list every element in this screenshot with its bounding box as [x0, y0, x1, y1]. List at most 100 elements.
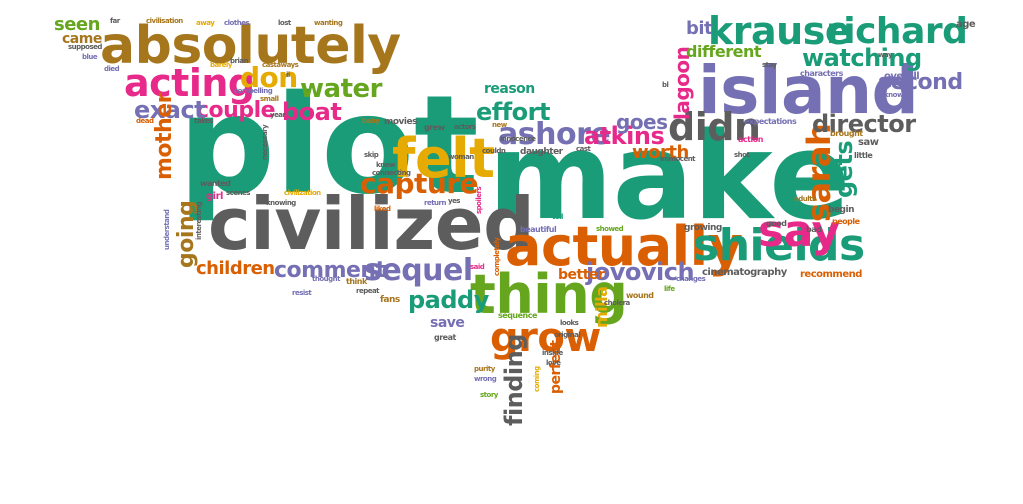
- word-liked: liked: [374, 205, 391, 213]
- word-krause: krause: [708, 9, 851, 53]
- word-original: original: [554, 331, 581, 339]
- word-knew: knew: [376, 161, 395, 169]
- word-ii: ii: [286, 71, 290, 79]
- word-wanting: wanting: [314, 19, 343, 27]
- word-cholera: cholera: [604, 299, 630, 307]
- word-people: people: [832, 217, 860, 226]
- word-couldn: couldn: [482, 147, 506, 155]
- word-age: age: [956, 19, 976, 30]
- word-stay: stay: [762, 61, 777, 69]
- word-bit: bit: [686, 18, 713, 39]
- word-milla: milla: [592, 286, 611, 328]
- word-shields: shields: [693, 220, 865, 271]
- word-director: director: [812, 110, 916, 138]
- word-growing: growing: [684, 223, 722, 233]
- word-overall: overall: [884, 71, 920, 82]
- word-better: better: [558, 267, 605, 283]
- word-clothes: clothes: [224, 19, 250, 27]
- word-died: died: [104, 65, 120, 73]
- word-blue: blue: [82, 53, 98, 61]
- word-way: way: [878, 51, 893, 59]
- word-love: love: [546, 359, 561, 367]
- word-recommend: recommend: [800, 269, 862, 280]
- word-scenes: scenes: [226, 189, 250, 197]
- word-effort: effort: [476, 98, 550, 126]
- word-barely: barely: [210, 61, 232, 69]
- word-girl: girl: [206, 191, 223, 202]
- word-worth: worth: [632, 142, 689, 163]
- word-daughter: daughter: [520, 147, 563, 157]
- word-renewed: renewed: [882, 81, 913, 89]
- word-second: second: [878, 70, 963, 95]
- word-brian: brian: [230, 57, 249, 65]
- word-paddy: paddy: [408, 286, 489, 314]
- word-island: island: [698, 52, 919, 129]
- word-necessary: necessary: [261, 124, 269, 160]
- word-lost: lost: [278, 19, 291, 27]
- word-compelling: compelling: [234, 87, 273, 95]
- word-small: small: [260, 95, 279, 103]
- word-action: action: [738, 135, 763, 144]
- word-skip: skip: [364, 151, 379, 159]
- word-baby: baby: [362, 117, 380, 125]
- word-know: know: [884, 91, 903, 99]
- word-saw: saw: [858, 137, 879, 148]
- word-good: good: [766, 219, 787, 228]
- word-civilisation: civilisation: [146, 17, 183, 25]
- word-immocent: immocent: [660, 155, 696, 163]
- word-exact: exact: [134, 96, 206, 124]
- word-don: don: [240, 61, 298, 94]
- word-movies: movies: [384, 117, 417, 127]
- word-takes: takes: [194, 117, 213, 125]
- word-wrong: wrong: [474, 375, 497, 383]
- word-didn: didn: [668, 105, 761, 149]
- word-finding: finding: [500, 334, 528, 426]
- word-brought: brought: [830, 129, 863, 138]
- word-year: year: [270, 111, 286, 119]
- word-return: return: [424, 199, 446, 207]
- word-adults: adults: [794, 195, 816, 203]
- word-new: new: [492, 121, 507, 129]
- word-came: came: [62, 31, 102, 47]
- word-capture: capture: [360, 167, 479, 200]
- word-completely: completely: [493, 237, 501, 276]
- word-richard: richard: [826, 11, 968, 52]
- word-actors: actors: [454, 123, 476, 131]
- word-dead: dead: [136, 117, 154, 125]
- word-interesting: interesting: [195, 201, 203, 240]
- word-showed: showed: [596, 225, 624, 233]
- word-supposed: supposed: [68, 43, 102, 51]
- word-watching: watching: [802, 44, 922, 72]
- word-innocence: innocence: [500, 135, 536, 143]
- word-repeat: repeat: [356, 287, 380, 295]
- word-spoilers: spoilers: [475, 186, 483, 214]
- word-castaways: castaways: [262, 61, 299, 69]
- word-mother: mother: [152, 93, 177, 180]
- word-changes: changes: [676, 275, 706, 283]
- word-plot: plot: [178, 67, 479, 225]
- word-sequel: sequel: [364, 253, 473, 288]
- word-bl: bl: [662, 81, 669, 89]
- word-life: life: [664, 285, 675, 293]
- word-purity: purity: [474, 365, 495, 373]
- word-absolutely: absolutely: [100, 16, 401, 76]
- word-water: water: [300, 74, 382, 104]
- word-characters: characters: [800, 69, 843, 78]
- word-thing: thing: [470, 263, 628, 326]
- word-coming: coming: [533, 366, 541, 392]
- word-make: make: [488, 108, 850, 247]
- word-seen: seen: [54, 14, 100, 35]
- word-goes: goes: [616, 110, 668, 134]
- word-woman: woman: [448, 153, 474, 161]
- word-grew: grew: [424, 123, 445, 132]
- word-inside: inside: [542, 349, 563, 357]
- word-great: great: [434, 333, 456, 342]
- word-tell: tell: [552, 213, 563, 221]
- word-grow: grow: [490, 315, 601, 361]
- word-away: away: [196, 19, 215, 27]
- word-begin: begin: [828, 205, 854, 215]
- word-think: think: [346, 277, 367, 286]
- word-knowing: knowing: [266, 199, 296, 207]
- word-civilization: civilization: [284, 189, 321, 197]
